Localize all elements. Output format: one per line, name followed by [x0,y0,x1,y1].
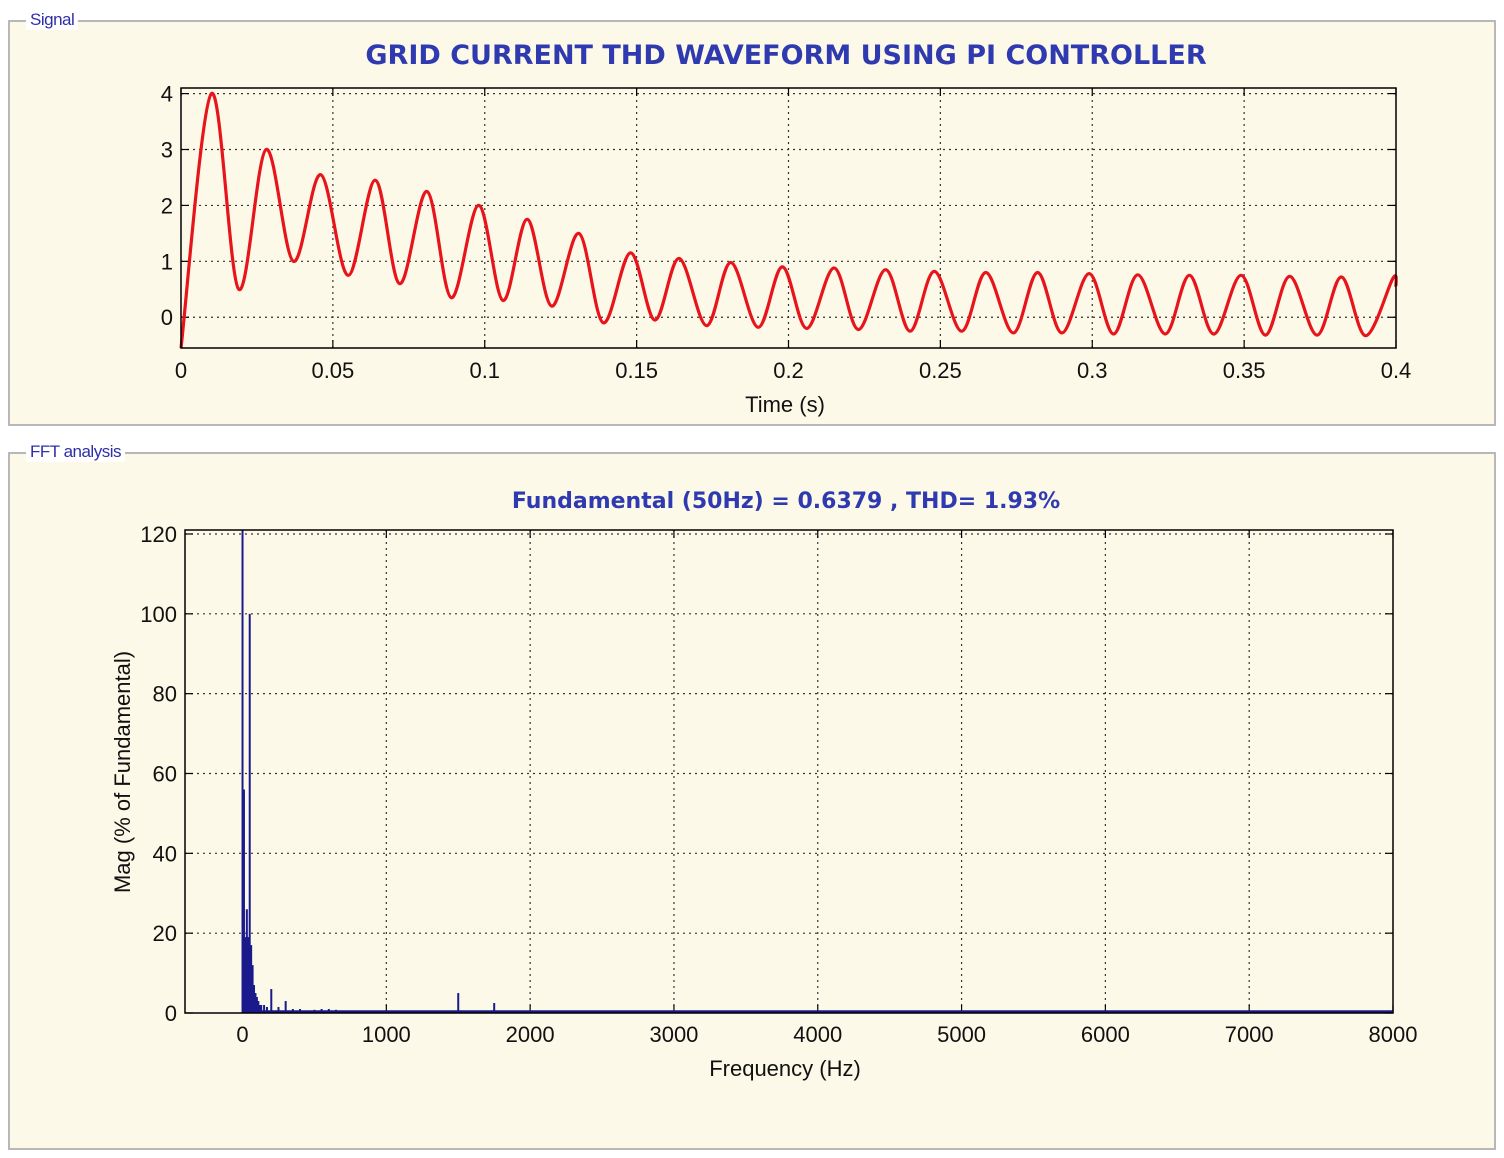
signal-x-axis-label: Time (s) [745,392,825,417]
signal-series [179,91,1398,349]
signal-series-line [179,91,1398,349]
signal-x-tick-label: 0.2 [773,358,804,383]
signal-panel-label: Signal [26,10,79,30]
signal-plot-frame [180,87,1397,349]
signal-x-tick-label: 0.35 [1223,358,1266,383]
signal-y-tick-label: 4 [161,82,173,107]
signal-x-tick-label: 0.15 [615,358,658,383]
signal-y-tick-label: 0 [161,305,173,330]
signal-chart-title: GRID CURRENT THD WAVEFORM USING PI CONTR… [365,40,1206,71]
signal-x-tick-label: 0.3 [1077,358,1108,383]
signal-y-tick-label: 1 [161,249,173,274]
signal-x-tick-label: 0.05 [311,358,354,383]
signal-chart: GRID CURRENT THD WAVEFORM USING PI CONTR… [161,40,1412,417]
signal-x-tick-label: 0 [175,358,187,383]
signal-y-tick-label: 3 [161,138,173,163]
signal-x-tick-label: 0.4 [1381,358,1412,383]
fft-panel-label: FFT analysis [26,442,125,462]
fft-panel: FFT analysis [8,442,1496,1150]
signal-x-tick-label: 0.1 [469,358,500,383]
signal-y-tick-label: 2 [161,193,173,218]
signal-ticks: 0 0.05 0.1 0.15 0.2 0.25 0.3 0.35 0.4 0 1 2 3 4 [161,82,1412,383]
signal-x-tick-label: 0.25 [919,358,962,383]
